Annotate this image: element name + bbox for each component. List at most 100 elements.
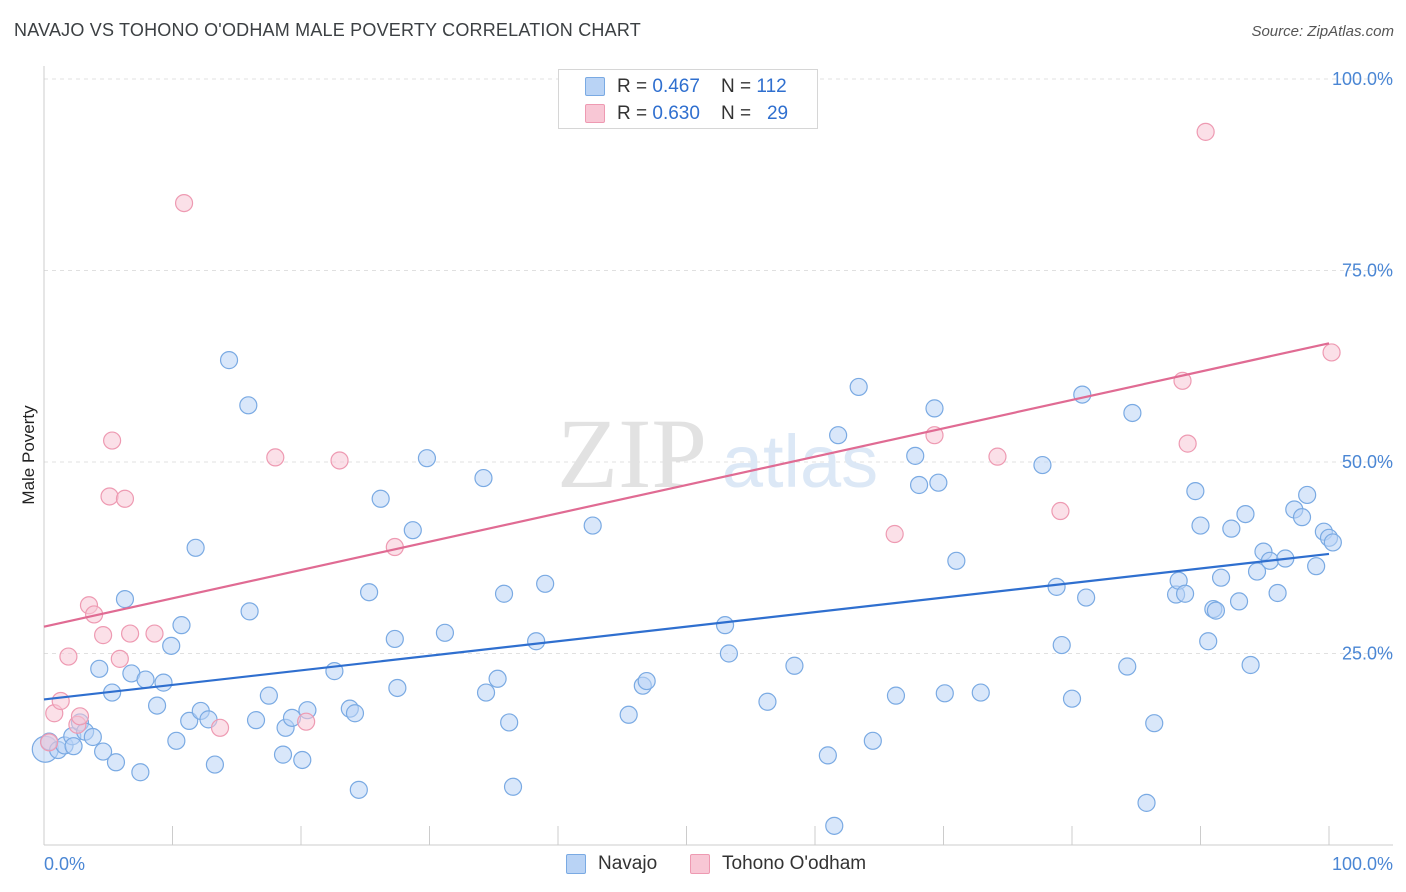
point-navajo [1307,557,1326,576]
point-tohono [110,649,129,668]
point-navajo [1052,635,1071,655]
point-navajo [115,590,135,609]
point-navajo [345,704,365,723]
point-navajo [1292,508,1312,527]
point-navajo [180,711,199,731]
point-navajo [1073,385,1092,404]
point-navajo [863,731,882,750]
chart-title: NAVAJO VS TOHONO O'ODHAM MALE POVERTY CO… [14,20,641,40]
point-navajo [205,755,225,774]
point-navajo [1186,482,1205,501]
point-tohono [1051,501,1070,521]
point-navajo [240,602,259,621]
bottom-label-tohono: Tohono O'odham [722,853,867,874]
bottom-swatch-navajo [566,854,586,874]
point-navajo [637,671,656,691]
data-points [31,122,1342,835]
point-navajo [403,521,422,540]
point-navajo [947,551,966,570]
point-navajo [1123,403,1142,423]
point-navajo [715,616,735,635]
point-tohono [120,624,140,643]
legend-stats-tohono: R = 0.630 N = 29 [617,103,789,124]
point-tohono [988,447,1007,466]
point-navajo [935,684,954,703]
point-navajo [536,574,555,593]
point-navajo [136,670,155,689]
point-navajo [1047,577,1066,596]
point-navajo [1137,793,1156,812]
point-tohono [1178,434,1197,453]
legend-stats-navajo: R = 0.467 N = 112 [617,76,787,97]
point-navajo [929,473,948,492]
point-tohono [51,691,70,711]
point-tohono [1196,122,1215,141]
point-navajo [583,516,602,535]
point-navajo [909,475,929,495]
point-navajo [488,669,507,688]
point-navajo [90,659,109,678]
point-navajo [906,446,925,465]
point-tohono [103,431,122,450]
point-navajo [476,683,496,702]
point-navajo [1222,519,1241,538]
point-navajo [435,623,455,642]
point-navajo [83,727,102,747]
point-tohono [145,624,164,643]
point-navajo [619,705,638,724]
point-tohono [40,733,59,752]
point-tohono [1322,343,1341,362]
point-navajo [1077,588,1096,607]
point-navajo [1175,584,1195,603]
point-navajo [1206,601,1226,620]
point-navajo [849,377,868,397]
watermark-zip: ZIP [557,398,707,509]
point-navajo [494,584,514,603]
point-navajo [371,489,390,508]
point-tohono [94,626,113,645]
y-tick-label: 50.0% [1342,452,1393,472]
source-credit: Source: ZipAtlas.com [1251,23,1394,40]
legend-swatch-navajo [585,77,605,96]
point-navajo [1236,504,1255,524]
point-navajo [886,686,906,705]
point-tohono [174,193,194,213]
y-tick-label: 25.0% [1342,644,1393,664]
point-navajo [106,753,126,772]
point-navajo [385,629,404,649]
point-tohono [70,707,90,726]
bottom-label-navajo: Navajo [598,853,658,874]
point-navajo [186,538,205,557]
point-navajo [162,636,181,655]
point-tohono [885,524,904,544]
trend-line-tohono [43,342,1330,628]
point-navajo [1268,583,1287,603]
watermark-atlas: atlas [722,420,878,503]
point-navajo [925,399,944,418]
trend-lines [43,342,1330,701]
point-navajo [1191,516,1210,535]
bottom-swatch-tohono [690,854,710,874]
point-tohono [297,712,316,731]
point-navajo [719,644,739,663]
y-tick-label: 75.0% [1342,261,1393,281]
point-navajo [1145,714,1164,733]
y-axis-label: Male Poverty [19,405,38,505]
watermark: ZIP atlas [557,398,878,509]
point-navajo [259,686,278,705]
legend-swatch-tohono [585,104,605,123]
x-tick-min: 0.0% [44,854,85,874]
point-navajo [1199,632,1218,651]
point-navajo [172,616,191,635]
trend-line-navajo [43,552,1330,701]
point-navajo [1118,657,1137,676]
point-tohono [100,487,119,506]
point-navajo [293,750,312,770]
point-tohono [266,448,285,467]
point-navajo [758,692,777,711]
point-navajo [273,745,293,764]
point-navajo [388,678,407,698]
point-navajo [971,683,990,702]
point-navajo [527,632,546,651]
